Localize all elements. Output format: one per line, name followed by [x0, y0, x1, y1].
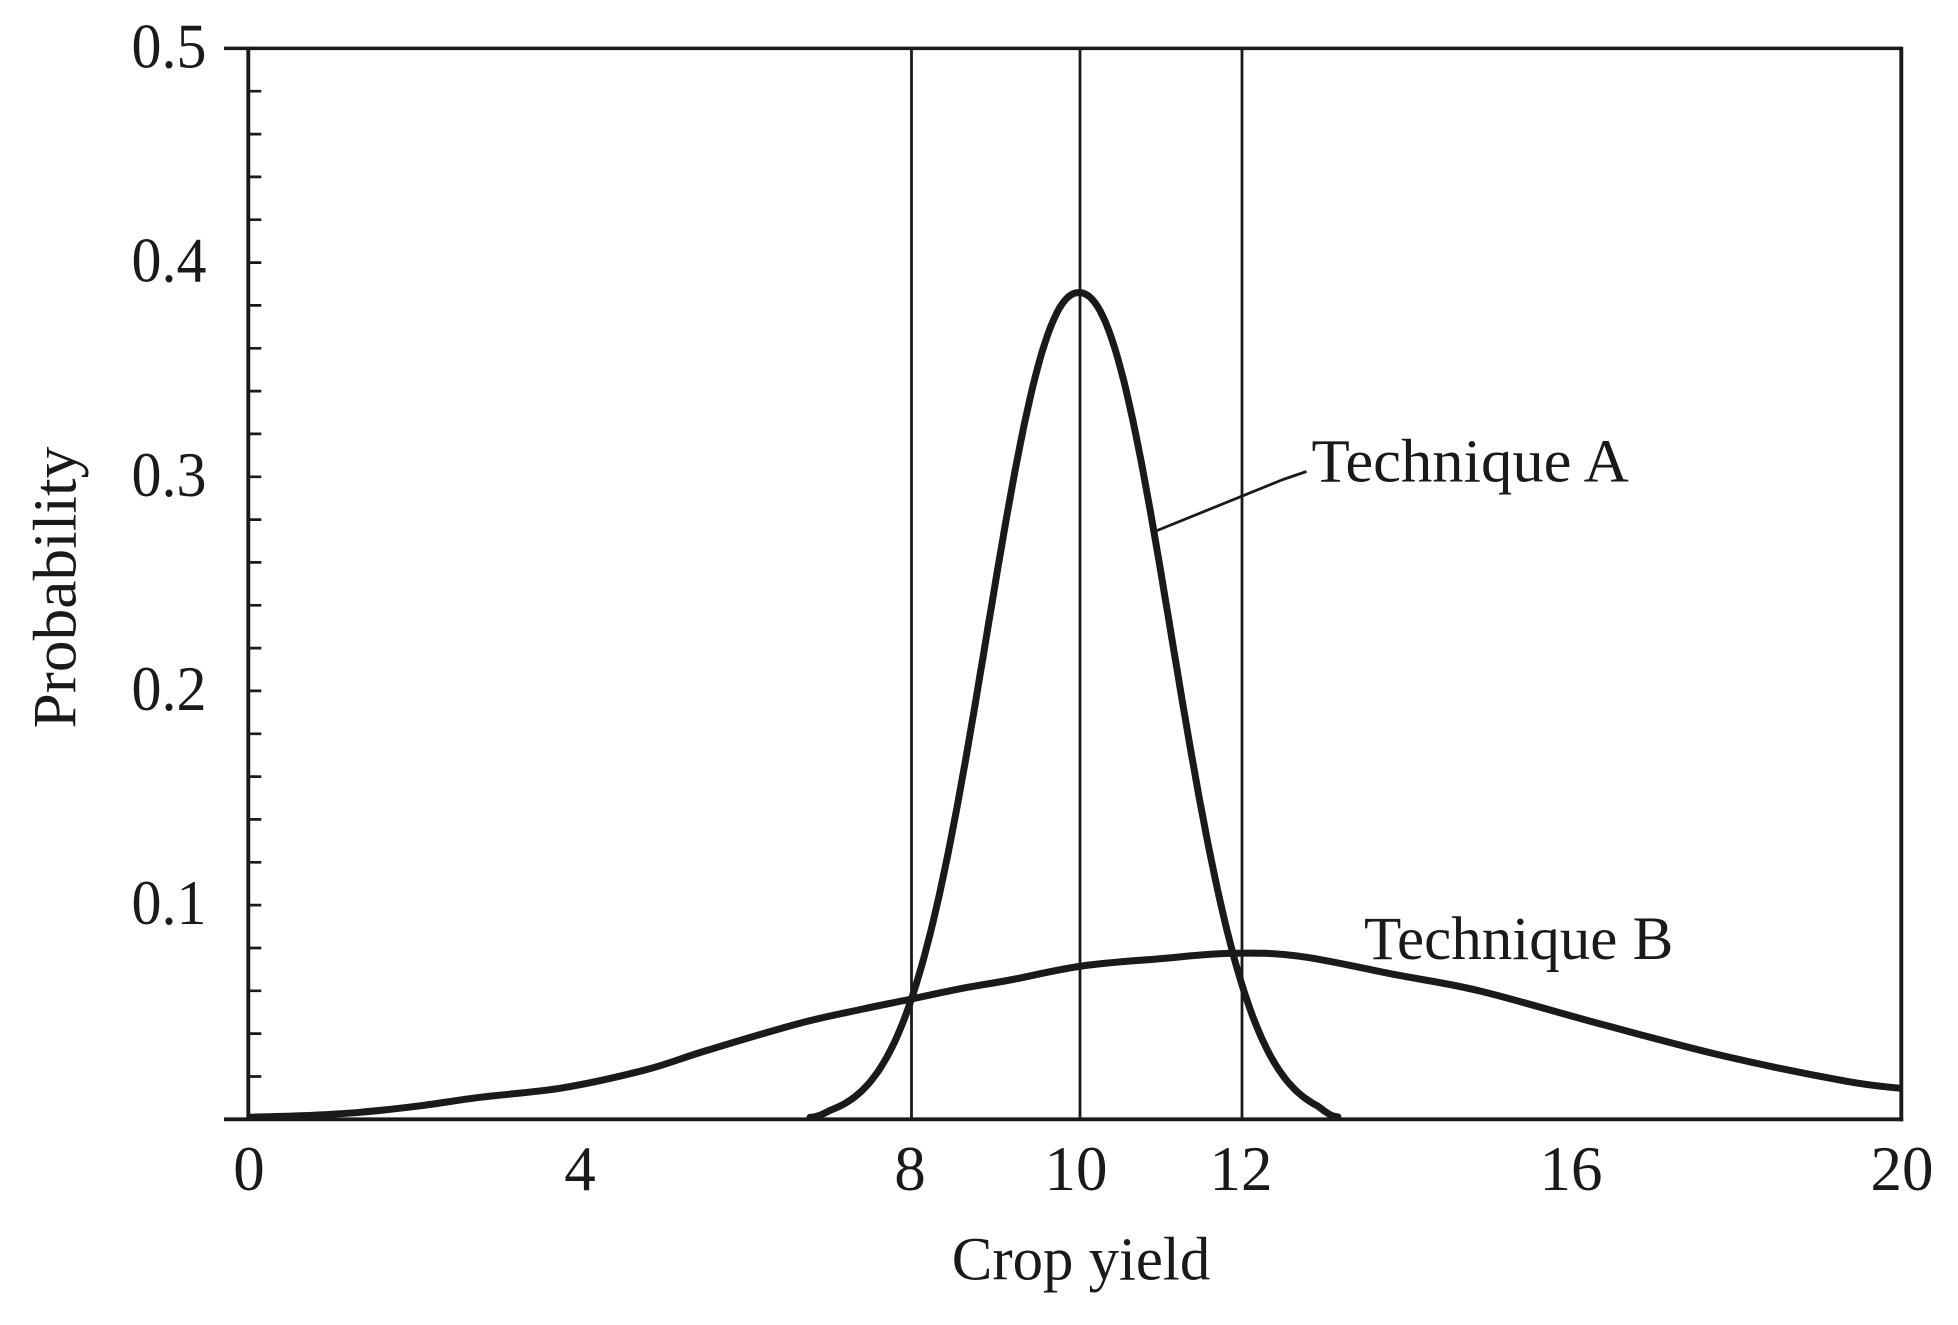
svg-text:Technique B: Technique B	[1364, 905, 1673, 973]
svg-text:20: 20	[1871, 1134, 1934, 1204]
svg-text:Technique A: Technique A	[1312, 427, 1629, 495]
svg-text:0: 0	[233, 1134, 265, 1204]
svg-text:0.2: 0.2	[132, 654, 207, 724]
svg-text:16: 16	[1540, 1134, 1603, 1204]
svg-text:10: 10	[1045, 1134, 1108, 1204]
svg-text:0.3: 0.3	[132, 440, 207, 510]
svg-text:0.1: 0.1	[132, 868, 207, 938]
svg-text:0.4: 0.4	[132, 226, 207, 296]
svg-text:4: 4	[564, 1134, 596, 1204]
svg-text:Probability: Probability	[21, 446, 89, 728]
svg-text:Crop yield: Crop yield	[952, 1225, 1211, 1293]
svg-text:12: 12	[1210, 1134, 1273, 1204]
svg-text:0.5: 0.5	[132, 12, 207, 82]
svg-text:8: 8	[894, 1134, 926, 1204]
